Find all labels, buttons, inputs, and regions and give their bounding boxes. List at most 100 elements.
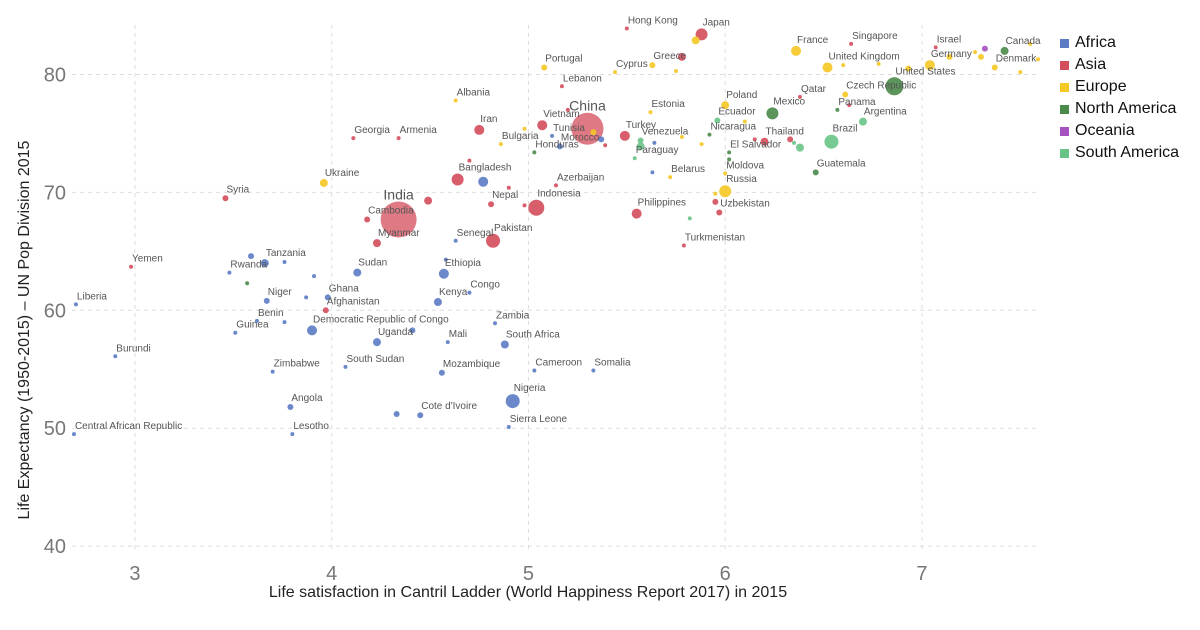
data-point — [282, 320, 287, 325]
point-label: Afghanistan — [327, 296, 380, 307]
point-label: Mexico — [773, 96, 805, 107]
data-point — [713, 191, 718, 196]
data-point — [648, 110, 653, 115]
data-point — [619, 130, 630, 141]
point-labels: Central African Republic Liberia Burundi Ye… — [75, 16, 1041, 433]
data-point — [631, 208, 642, 219]
point-label: Yemen — [132, 254, 163, 265]
data-point — [451, 173, 464, 186]
point-label: Iran — [480, 114, 497, 125]
data-point — [493, 321, 498, 326]
data-points — [71, 26, 1041, 437]
data-point — [977, 53, 984, 60]
point-label: South Sudan — [346, 354, 404, 365]
data-point — [393, 411, 400, 418]
data-point — [613, 70, 618, 75]
data-point — [847, 103, 852, 108]
data-point — [500, 340, 509, 349]
data-point — [687, 216, 692, 221]
point-label: Portugal — [545, 53, 582, 64]
data-point — [727, 150, 732, 155]
data-point — [304, 295, 309, 300]
data-point — [719, 185, 732, 198]
point-label: Paraguay — [636, 145, 679, 156]
data-point — [924, 60, 935, 71]
point-label: Moldova — [726, 161, 764, 172]
data-point — [222, 195, 229, 202]
point-label: Panama — [838, 97, 876, 108]
point-label: Niger — [268, 287, 293, 298]
point-label: Liberia — [77, 291, 107, 302]
data-point — [438, 369, 445, 376]
legend-label: North America — [1075, 100, 1177, 117]
point-label: Zimbabwe — [274, 359, 321, 370]
y-tick-label: 50 — [44, 418, 66, 440]
data-point — [598, 136, 605, 143]
data-point — [307, 325, 318, 336]
data-point — [290, 432, 295, 437]
point-label: Ukraine — [325, 168, 360, 179]
x-tick-label: 4 — [326, 563, 337, 585]
point-label: Greece — [653, 51, 686, 62]
point-label: Democratic Republic of Congo — [313, 314, 449, 325]
x-tick-label: 7 — [916, 563, 927, 585]
legend-swatch — [1060, 82, 1069, 92]
point-label: Brazil — [832, 124, 857, 135]
data-point — [532, 368, 537, 373]
data-point — [353, 268, 362, 277]
data-point — [679, 135, 684, 140]
legend-swatch — [1060, 38, 1069, 48]
legend-item: South America — [1060, 142, 1179, 164]
data-point — [791, 45, 802, 56]
legend-label: Africa — [1075, 34, 1116, 51]
point-label: Albania — [457, 87, 491, 98]
data-point — [233, 330, 238, 335]
data-point — [742, 119, 747, 124]
data-point — [1028, 41, 1033, 46]
data-point — [73, 302, 78, 307]
data-point — [858, 117, 867, 126]
point-label: Burundi — [116, 343, 150, 354]
point-label: United States — [895, 66, 955, 77]
data-point — [312, 274, 316, 279]
data-point — [674, 68, 679, 73]
point-label: Japan — [703, 17, 730, 28]
data-point — [550, 133, 555, 138]
point-label: Senegal — [457, 228, 494, 239]
data-point — [681, 243, 686, 248]
point-label: Lesotho — [293, 421, 329, 432]
data-point — [372, 239, 381, 248]
data-point — [364, 216, 371, 223]
data-point — [1000, 46, 1009, 55]
point-label: Central African Republic — [75, 421, 182, 432]
legend-item: Oceania — [1060, 120, 1179, 142]
data-point — [541, 64, 548, 71]
point-label: Pakistan — [494, 223, 532, 234]
point-label: Argentina — [864, 107, 907, 118]
point-label: Kenya — [439, 287, 468, 298]
point-label: El Salvador — [730, 139, 782, 150]
point-label: Bulgaria — [502, 131, 539, 142]
data-point — [842, 91, 849, 98]
point-label: Somalia — [594, 357, 631, 368]
data-point — [822, 62, 833, 73]
data-point — [270, 369, 275, 374]
data-point — [668, 175, 673, 180]
data-point — [695, 28, 708, 41]
point-label: Guinea — [236, 320, 269, 331]
data-point — [129, 264, 134, 269]
data-point — [946, 53, 953, 60]
data-point — [760, 137, 769, 146]
data-point — [1018, 70, 1023, 75]
point-label: Mali — [449, 329, 467, 340]
data-point — [505, 394, 520, 409]
y-tick-label: 70 — [44, 182, 66, 204]
y-tick-label: 40 — [44, 536, 66, 558]
x-tick-label: 3 — [129, 563, 140, 585]
point-label: Ecuador — [718, 106, 756, 117]
legend-swatch — [1060, 60, 1069, 70]
point-label: Tanzania — [266, 248, 306, 259]
point-label: Benin — [258, 308, 284, 319]
point-label: Philippines — [638, 198, 686, 209]
data-point — [486, 233, 501, 248]
